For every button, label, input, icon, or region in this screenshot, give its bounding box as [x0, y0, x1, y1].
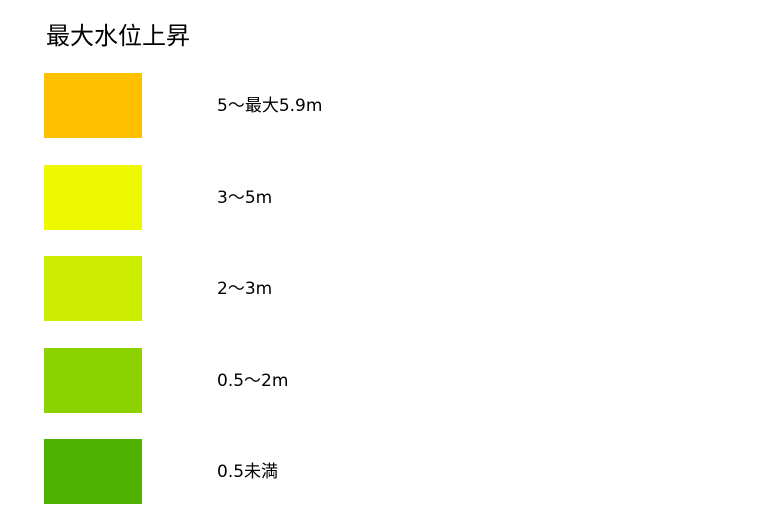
legend-item: 5〜最大5.9m	[0, 73, 758, 139]
color-swatch	[44, 439, 142, 504]
legend-item-label: 0.5未満	[217, 462, 279, 482]
legend-item: 2〜3m	[0, 256, 758, 322]
legend-item-label: 3〜5m	[217, 188, 273, 208]
legend-item: 0.5未満	[0, 439, 758, 505]
color-swatch	[44, 348, 142, 413]
legend-item-label: 5〜最大5.9m	[217, 96, 323, 116]
legend-title: 最大水位上昇	[46, 22, 190, 50]
legend-item: 0.5〜2m	[0, 348, 758, 414]
legend-item-label: 2〜3m	[217, 279, 273, 299]
color-swatch	[44, 256, 142, 321]
color-swatch	[44, 73, 142, 138]
legend-item: 3〜5m	[0, 165, 758, 231]
color-swatch	[44, 165, 142, 230]
legend-item-label: 0.5〜2m	[217, 371, 289, 391]
